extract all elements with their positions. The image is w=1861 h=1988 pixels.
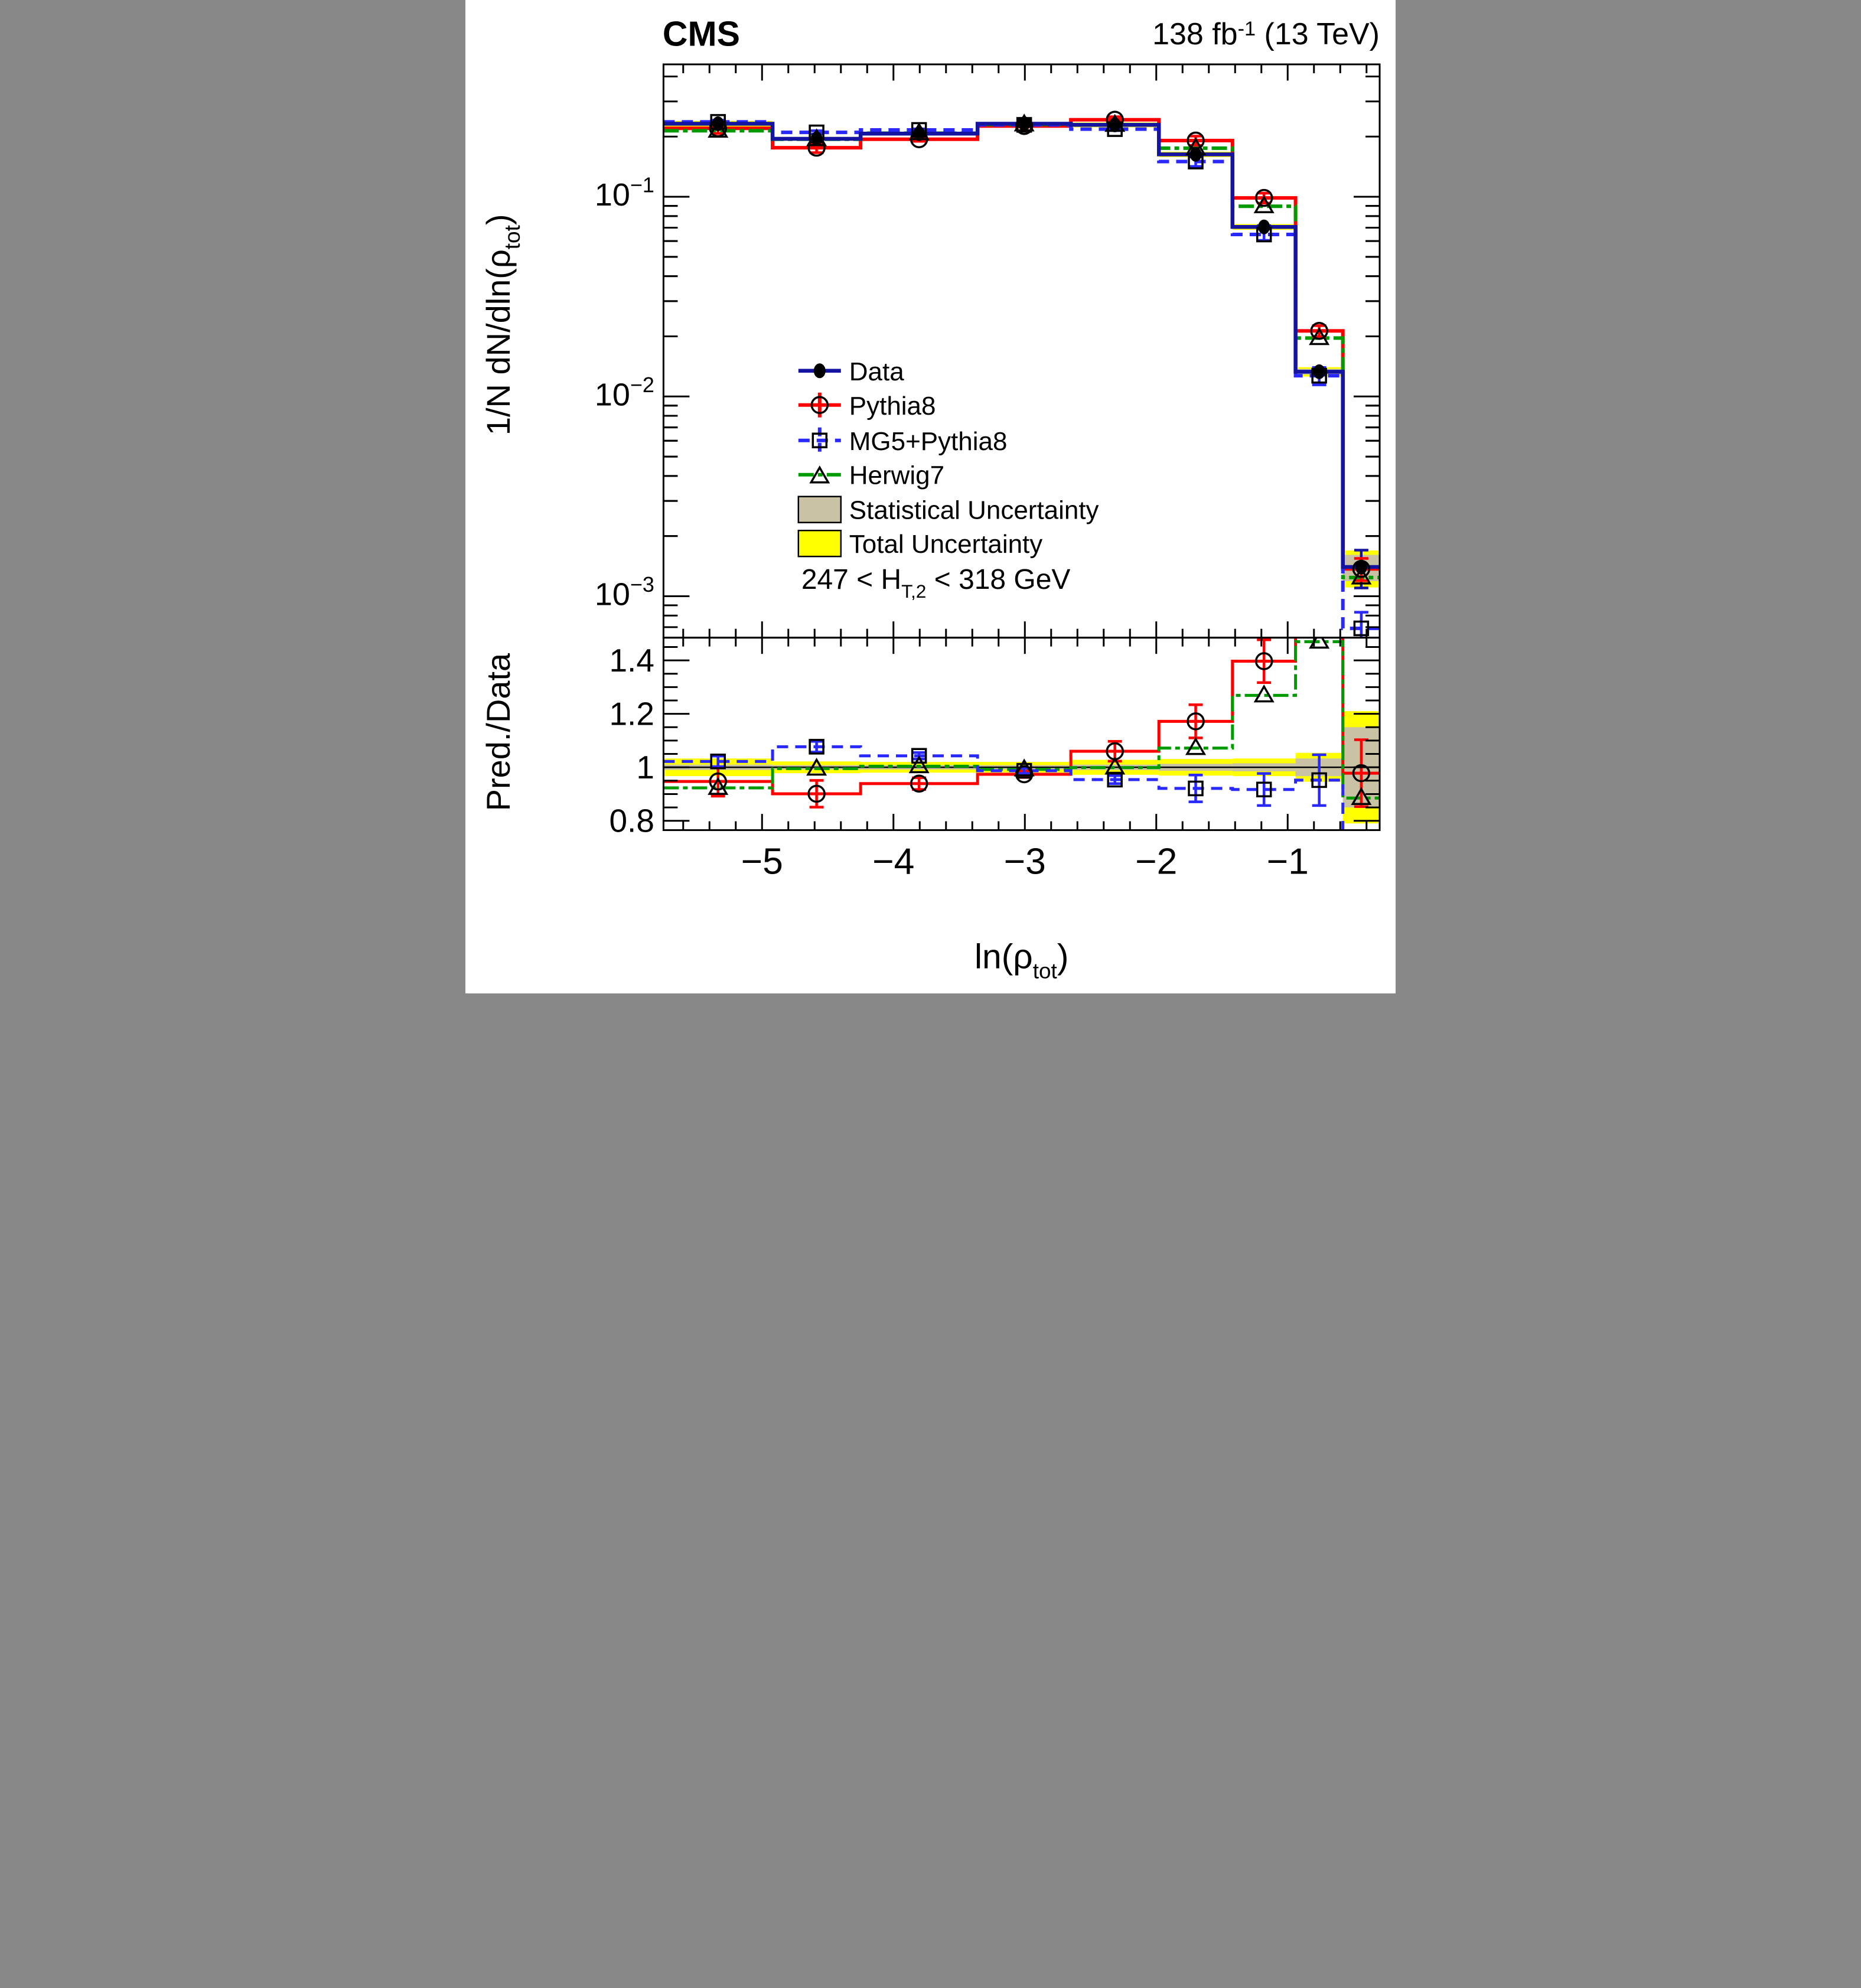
legend-item-stat: Statistical Uncertainty: [797, 496, 1099, 525]
main-panel: [663, 110, 1380, 638]
herwig-marker: [806, 757, 827, 776]
data-marker: [1258, 219, 1270, 234]
y-tick-label: 10−2: [595, 373, 654, 412]
panel-frame: [662, 637, 1381, 832]
lumi-energy-label: 138 fb-1 (13 TeV): [1152, 17, 1380, 51]
selection-label: 247 < HT,2 < 318 GeV: [801, 564, 1071, 602]
figure-page: CMS 138 fb-1 (13 TeV) 1/N dN/dln(ρtot) Pred…: [465, 0, 1396, 994]
herwig-marker: [809, 465, 830, 484]
legend-label: MG5+Pythia8: [849, 427, 1008, 456]
herwig-marker: [1309, 327, 1330, 346]
mg5-marker: [911, 748, 927, 764]
ratio-y-axis-title: Pred./Data: [480, 653, 517, 811]
herwig-marker: [1309, 637, 1330, 649]
pythia-marker: [1254, 188, 1273, 207]
cms-label: CMS: [663, 15, 740, 53]
herwig-marker: [1351, 787, 1372, 806]
ratio-hist-herwig7: [663, 640, 1380, 800]
ratio-tick-label: 0.8: [609, 803, 654, 839]
ratio-tick-label: 1.4: [609, 642, 654, 679]
mg5-marker: [1256, 781, 1272, 797]
legend-label: Statistical Uncertainty: [849, 496, 1099, 525]
x-tick-label: −3: [1004, 841, 1046, 882]
mg5-marker: [809, 739, 824, 755]
x-tick-label: −5: [741, 841, 783, 882]
data-marker: [810, 131, 823, 146]
herwig-marker: [1013, 758, 1035, 777]
legend-item-herwig: Herwig7: [798, 461, 944, 490]
cms-physics-plot: CMS 138 fb-1 (13 TeV) 1/N dN/dln(ρtot) Pred…: [465, 0, 1396, 994]
pythia-marker: [1254, 652, 1273, 670]
legend-item-data: Data: [798, 357, 904, 386]
x-tick-label: −4: [872, 841, 914, 882]
legend-label: Data: [849, 357, 904, 386]
herwig-marker: [708, 777, 729, 795]
data-marker: [1018, 116, 1031, 131]
hist-mg5-pythia8: [663, 120, 1380, 630]
pythia-marker: [1187, 712, 1205, 731]
legend-item-pythia: Pythia8: [798, 392, 936, 421]
ratio-tick-label: 1: [636, 749, 654, 786]
mg5-marker: [1353, 620, 1370, 637]
x-tick-label: −1: [1267, 841, 1309, 882]
pythia-marker: [709, 772, 727, 791]
pythia-marker: [810, 396, 829, 415]
legend-swatch: [797, 496, 842, 523]
legend-label: Herwig7: [849, 461, 944, 490]
herwig-marker: [1351, 566, 1372, 585]
plot-canvas: CMS 138 fb-1 (13 TeV) 1/N dN/dln(ρtot) Pred…: [465, 0, 1396, 994]
data-marker: [913, 126, 925, 141]
pythia-marker: [910, 774, 928, 793]
legend-label: Pythia8: [849, 392, 936, 421]
y-tick-label: 10−3: [595, 572, 654, 612]
x-tick-label: −2: [1135, 841, 1177, 882]
y-tick-label: 10−1: [595, 173, 654, 213]
data-marker: [1313, 364, 1325, 379]
ratio-tick-label: 1.2: [609, 696, 654, 732]
data-marker: [1109, 117, 1121, 132]
legend-swatch: [797, 529, 842, 558]
pythia-marker: [807, 784, 826, 803]
mg5-marker: [710, 753, 726, 770]
data-marker: [712, 116, 724, 131]
mg5-marker: [1188, 780, 1204, 797]
legend-item-mg5: MG5+Pythia8: [798, 427, 1008, 456]
herwig-marker: [908, 755, 930, 774]
herwig-marker: [1253, 684, 1275, 703]
data-marker: [1355, 559, 1367, 575]
pythia-marker: [1310, 321, 1328, 340]
mg5-marker: [811, 432, 828, 449]
main-y-axis-title: 1/N dN/dln(ρtot): [480, 214, 524, 436]
mg5-marker: [1311, 772, 1327, 788]
data-marker: [813, 363, 826, 379]
data-marker: [1189, 146, 1202, 162]
pythia-marker: [1352, 764, 1371, 783]
herwig-marker: [1104, 757, 1126, 775]
herwig-marker: [708, 119, 729, 138]
legend-label: Total Uncertainty: [849, 530, 1042, 559]
legend-item-total: Total Uncertainty: [797, 529, 1042, 559]
x-axis-title: ln(ρtot): [975, 937, 1068, 983]
herwig-marker: [1185, 737, 1207, 755]
herwig-marker: [1253, 195, 1275, 214]
